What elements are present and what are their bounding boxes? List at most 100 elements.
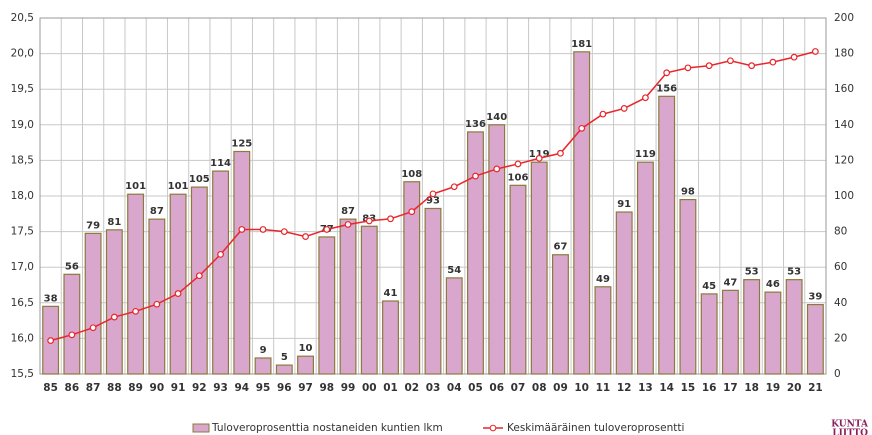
line-marker xyxy=(365,217,373,225)
bar xyxy=(360,225,378,375)
bar-value-label: 156 xyxy=(656,83,677,94)
x-tick-label: 04 xyxy=(447,382,462,394)
line-marker xyxy=(557,149,564,157)
x-tick-label: 16 xyxy=(702,382,717,394)
logo: LIITTO xyxy=(832,429,868,435)
y-tick-label: 15,5 xyxy=(11,368,34,380)
x-tick-label: 94 xyxy=(234,382,249,394)
line-marker xyxy=(174,290,182,297)
bar xyxy=(743,279,761,375)
x-tick-label: 98 xyxy=(319,382,334,394)
line-marker xyxy=(620,105,628,112)
legend-label: Keskimääräinen tuloveroprosentti xyxy=(507,422,684,434)
x-tick-label: 07 xyxy=(511,382,526,394)
x-tick-label: 87 xyxy=(86,382,101,394)
bar xyxy=(403,181,421,375)
x-tick-label: 21 xyxy=(808,382,823,394)
bar xyxy=(658,95,676,375)
x-tick-label: 13 xyxy=(638,382,653,394)
x-tick-label: 17 xyxy=(723,382,738,394)
x-tick-label: 92 xyxy=(192,382,207,394)
y2-tick-label: 20 xyxy=(834,332,847,344)
bar xyxy=(382,300,399,375)
line-marker xyxy=(217,250,224,258)
bar xyxy=(700,293,718,375)
legend-swatch xyxy=(489,424,497,432)
line-marker xyxy=(387,215,394,223)
line-marker xyxy=(663,69,671,77)
y2-tick-label: 40 xyxy=(834,297,847,309)
bar-value-label: 105 xyxy=(189,174,210,185)
y-tick-label: 19,0 xyxy=(11,119,34,131)
bar-value-label: 119 xyxy=(635,149,656,160)
line-marker xyxy=(280,228,288,236)
bar xyxy=(169,193,187,375)
y-tick-label: 18,0 xyxy=(11,190,34,202)
bar xyxy=(509,184,527,375)
y2-tick-label: 60 xyxy=(834,261,847,273)
line-marker xyxy=(344,221,352,228)
line-marker xyxy=(514,160,522,168)
x-tick-label: 95 xyxy=(256,382,271,394)
y-tick-label: 16,5 xyxy=(11,297,34,309)
y2-tick-label: 120 xyxy=(834,154,854,166)
bar xyxy=(63,273,81,375)
bar-value-label: 46 xyxy=(766,279,780,290)
bar-value-label: 114 xyxy=(210,158,231,169)
line-marker xyxy=(110,313,118,321)
bar xyxy=(190,186,208,375)
x-tick-label: 05 xyxy=(468,382,483,394)
y-tick-label: 20,5 xyxy=(11,12,34,24)
bar xyxy=(148,218,166,375)
bar-value-label: 98 xyxy=(681,187,695,198)
line-marker xyxy=(47,337,55,344)
x-tick-label: 91 xyxy=(171,382,186,394)
bar-value-label: 45 xyxy=(702,281,716,292)
x-tick-label: 88 xyxy=(107,382,122,394)
bar xyxy=(636,161,654,375)
bar xyxy=(339,218,357,375)
bar xyxy=(573,51,591,375)
bar xyxy=(467,131,484,375)
bar xyxy=(318,236,336,375)
bar-value-label: 9 xyxy=(260,345,267,356)
y2-tick-label: 180 xyxy=(834,48,854,60)
x-tick-label: 10 xyxy=(574,382,589,394)
line-marker xyxy=(493,165,501,173)
line-marker xyxy=(705,62,713,70)
bar-value-label: 56 xyxy=(65,261,79,272)
bar-value-label: 91 xyxy=(617,199,631,210)
bar-value-label: 79 xyxy=(86,220,100,231)
y-tick-label: 18,5 xyxy=(11,154,34,166)
y2-tick-label: 0 xyxy=(834,368,841,380)
bar xyxy=(254,357,272,375)
line-marker xyxy=(769,58,777,66)
x-tick-label: 85 xyxy=(43,382,58,394)
line-marker xyxy=(323,226,331,233)
line-marker xyxy=(302,233,309,240)
x-tick-label: 01 xyxy=(383,382,398,394)
x-tick-label: 89 xyxy=(128,382,143,394)
line-marker xyxy=(238,226,246,233)
x-tick-label: 96 xyxy=(277,382,292,394)
y-tick-label: 17,5 xyxy=(11,226,34,238)
line-marker xyxy=(259,226,267,233)
bar xyxy=(721,289,739,375)
line-marker xyxy=(68,331,76,339)
x-tick-label: 14 xyxy=(659,382,674,394)
y2-tick-label: 140 xyxy=(834,119,854,131)
bar xyxy=(488,124,506,375)
line-marker xyxy=(790,53,798,61)
bar xyxy=(764,291,782,375)
y2-tick-label: 200 xyxy=(834,12,854,24)
line-marker xyxy=(89,324,97,332)
bar-value-label: 119 xyxy=(529,149,550,160)
line-marker xyxy=(408,208,416,216)
line-marker xyxy=(578,124,586,132)
bar-value-label: 106 xyxy=(508,172,529,183)
bar-value-label: 10 xyxy=(299,343,313,354)
bar-value-label: 87 xyxy=(341,206,355,217)
bar-value-label: 136 xyxy=(465,119,486,130)
bar-value-label: 49 xyxy=(596,274,610,285)
bar xyxy=(445,277,463,375)
